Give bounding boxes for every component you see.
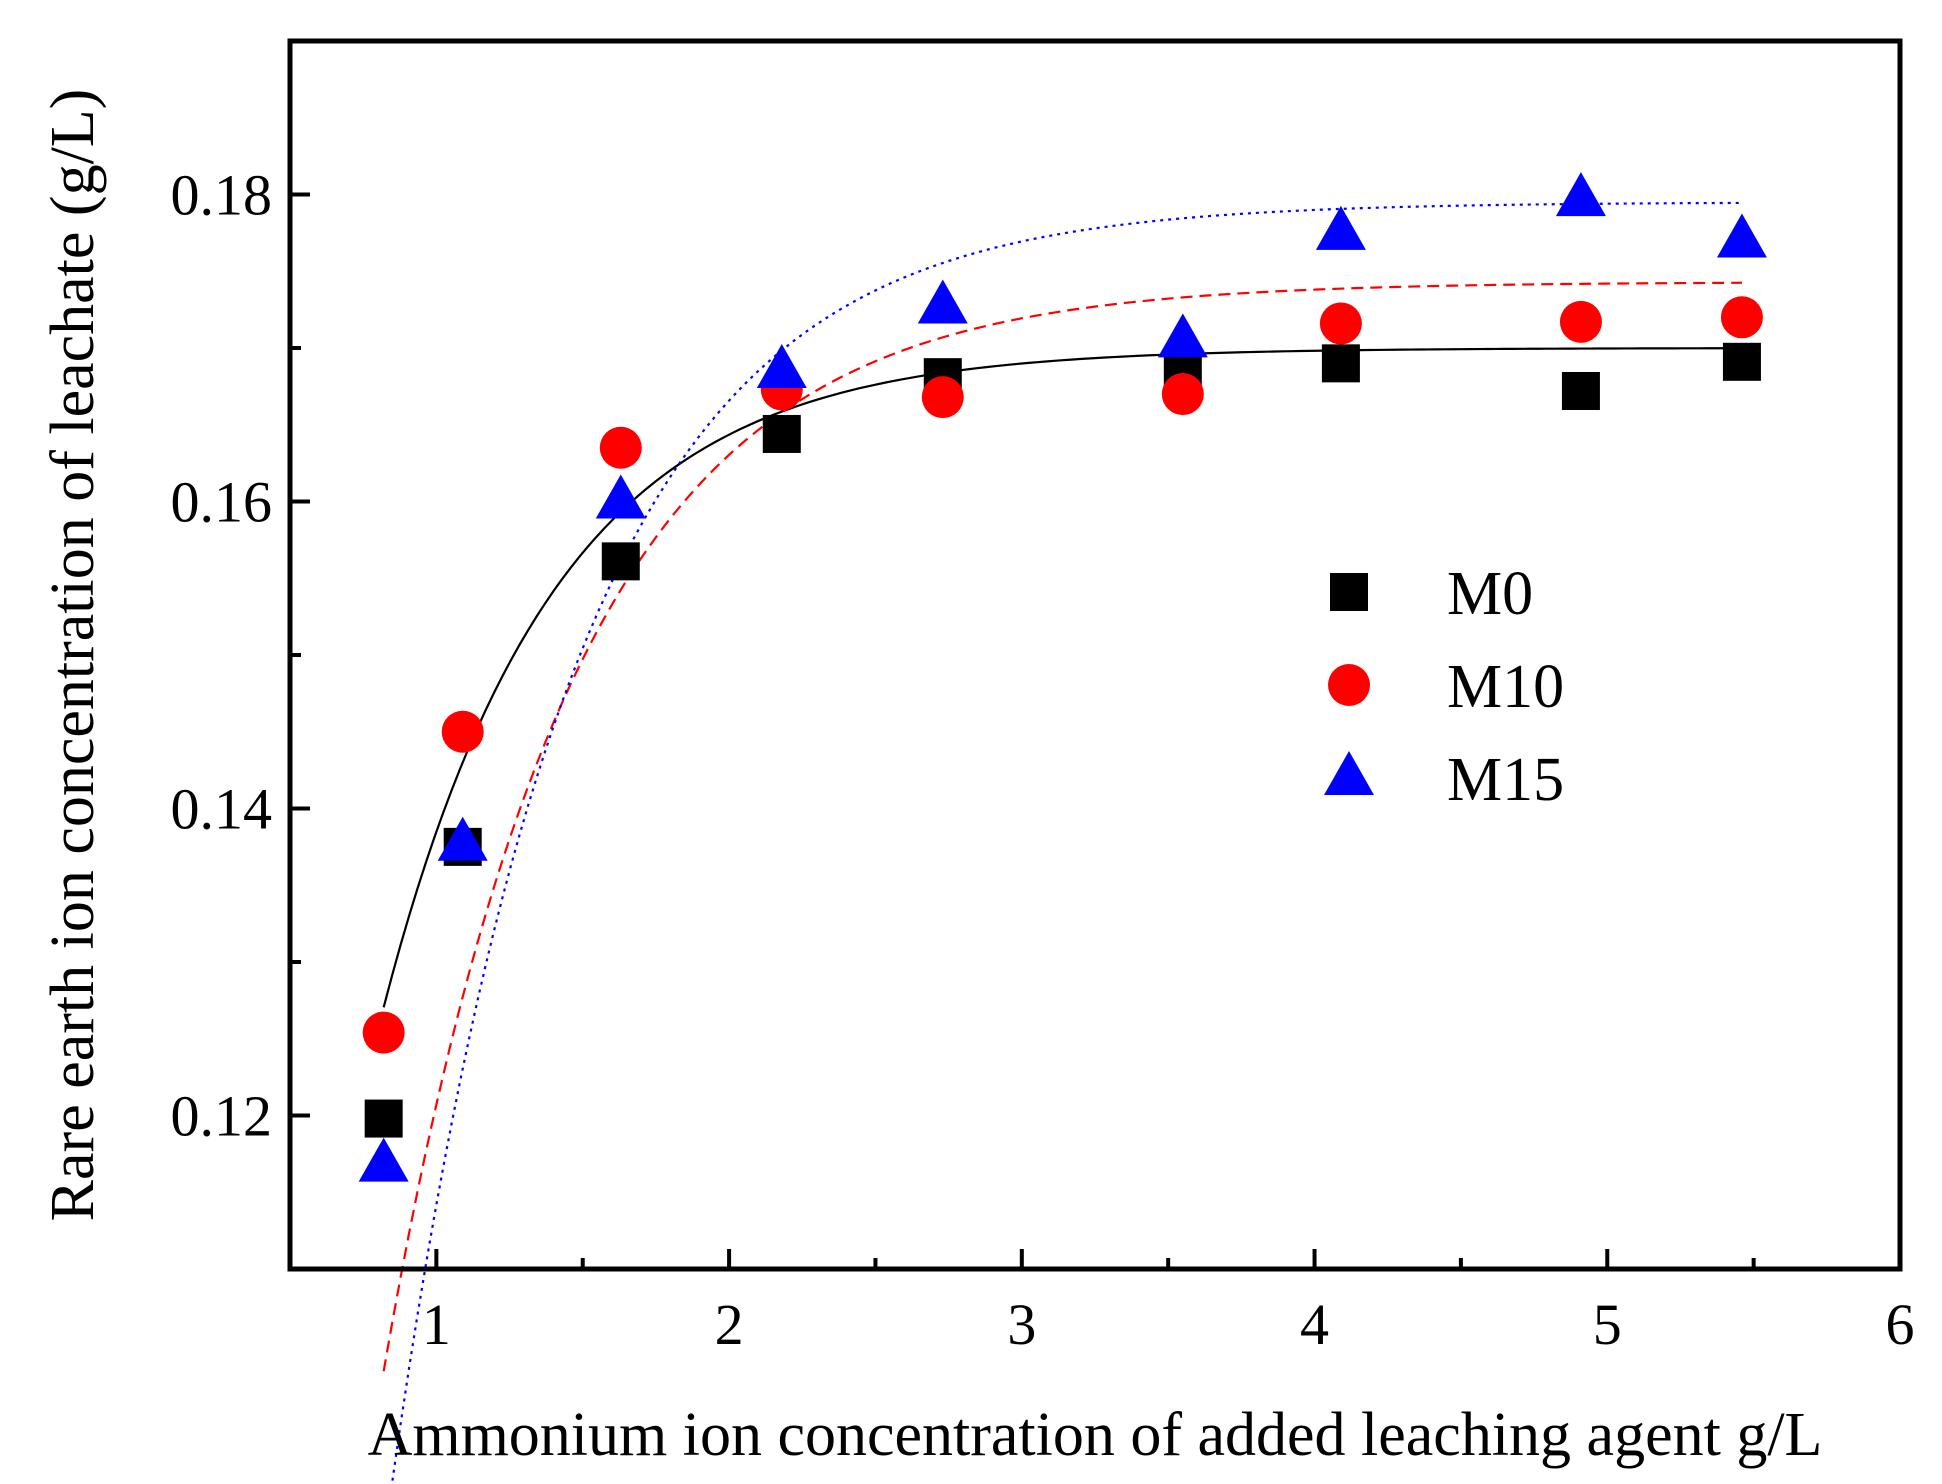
data-point [599, 426, 642, 469]
data-point [917, 279, 968, 324]
y-tick-label: 0.12 [171, 1084, 273, 1149]
x-tick-label: 5 [1593, 1292, 1622, 1357]
legend-label: M10 [1447, 653, 1564, 721]
y-tick-label: 0.16 [171, 470, 273, 535]
data-point [1161, 373, 1204, 416]
data-point [1561, 371, 1600, 410]
y-tick-label: 0.18 [171, 163, 273, 228]
x-tick-label: 2 [715, 1292, 744, 1357]
data-point [1720, 296, 1763, 339]
legend-marker-m0 [1330, 573, 1368, 611]
data-point [358, 1137, 409, 1182]
data-point [921, 376, 964, 419]
data-point [364, 1099, 403, 1138]
data-point [1319, 302, 1362, 345]
data-point [1716, 213, 1767, 258]
data-point [1722, 342, 1761, 381]
plot-frame [287, 38, 1903, 1272]
data-point [437, 816, 488, 861]
x-tick-label: 1 [422, 1292, 451, 1357]
data-point [1321, 344, 1360, 383]
axis-ticks: 1 2 3 4 5 6 0.12 0.14 0.16 0.18 [171, 163, 1915, 1358]
legend: M0 M10 M15 [1324, 560, 1564, 814]
data-point [1157, 313, 1208, 358]
data-point [1315, 205, 1366, 250]
series-m0 [364, 342, 1761, 1138]
data-point [441, 710, 484, 753]
legend-marker-m10 [1328, 664, 1370, 706]
legend-label: M0 [1447, 560, 1533, 628]
x-tick-label: 3 [1007, 1292, 1036, 1357]
x-tick-label: 6 [1886, 1292, 1915, 1357]
fit-curve-m0 [382, 347, 1742, 1008]
data-point [756, 344, 807, 389]
data-point [1559, 300, 1602, 343]
data-point [595, 474, 646, 519]
legend-label: M15 [1447, 746, 1564, 814]
data-markers [358, 172, 1767, 1182]
x-axis-title: Ammonium ion concentration of added leac… [368, 1401, 1823, 1469]
fit-curve-m10 [382, 281, 1742, 1372]
y-axis-title: Rare earth ion concentration of leachate… [39, 89, 107, 1222]
x-tick-label: 4 [1300, 1292, 1329, 1357]
data-point [762, 414, 801, 453]
data-point [601, 542, 640, 581]
data-point [362, 1011, 405, 1054]
fit-curve-m15 [390, 201, 1742, 1484]
data-point [1555, 172, 1606, 217]
legend-marker-m15 [1324, 751, 1374, 795]
fit-curves [382, 201, 1742, 1484]
y-tick-label: 0.14 [171, 777, 273, 842]
series-m15 [358, 172, 1767, 1182]
